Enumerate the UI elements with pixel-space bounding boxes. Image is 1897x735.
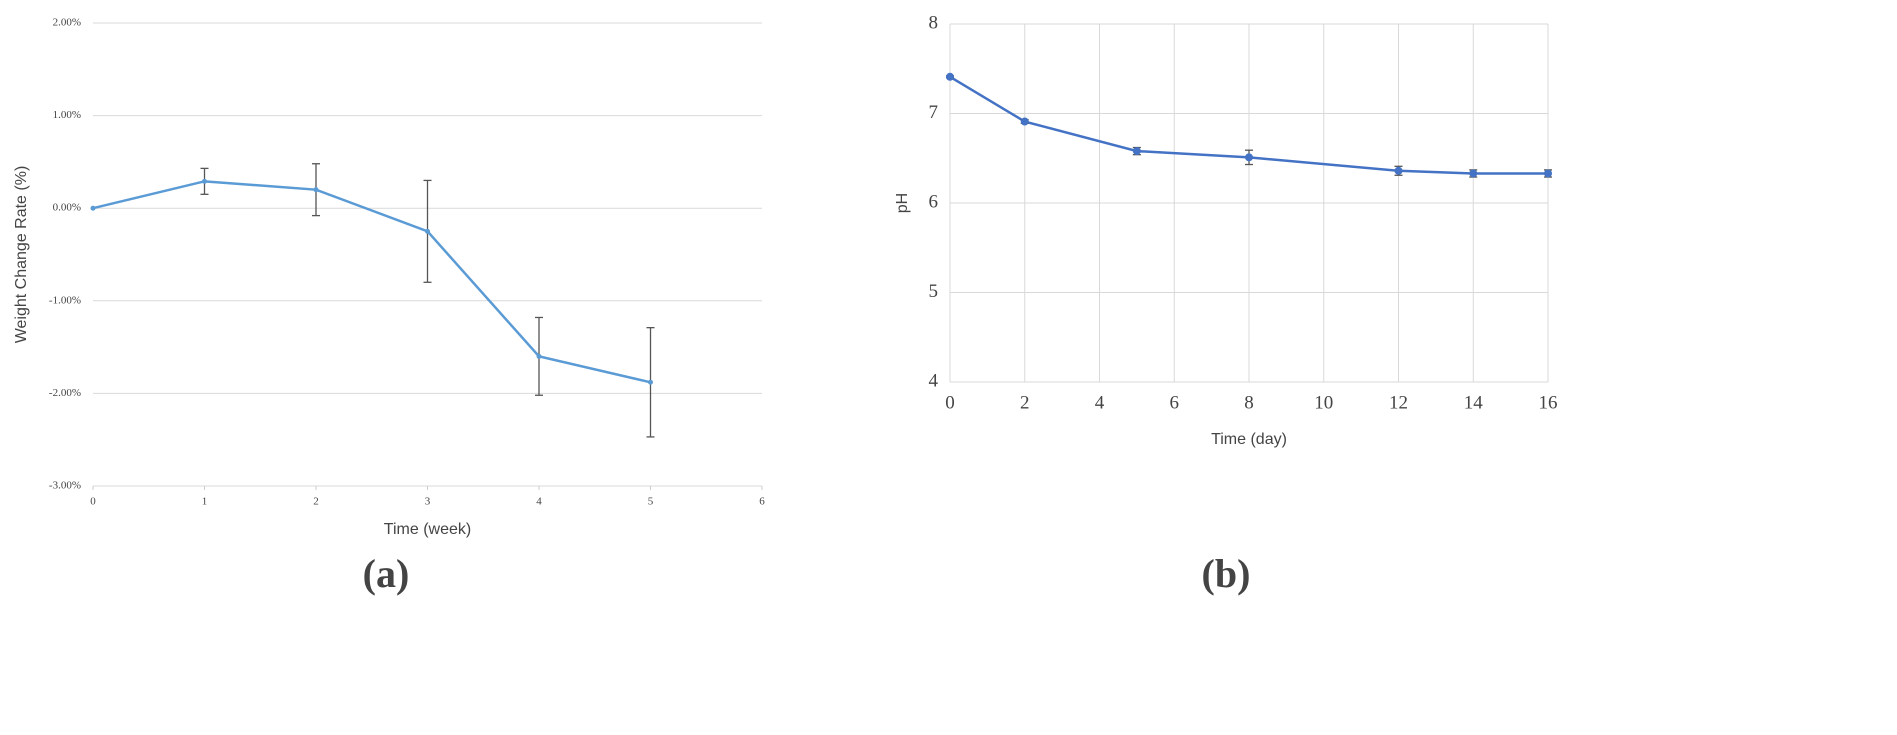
data-point xyxy=(202,178,207,184)
x-tick-label: 14 xyxy=(1464,392,1484,413)
y-tick-label: 1.00% xyxy=(53,109,81,121)
data-point xyxy=(1544,169,1552,178)
y-tick-label: 8 xyxy=(929,12,939,33)
y-tick-label: 6 xyxy=(929,191,939,212)
data-point xyxy=(425,228,430,234)
data-point xyxy=(536,353,542,359)
y-axis-title: Weight Change Rate (%) xyxy=(13,166,30,344)
y-tick-label: 0.00% xyxy=(53,202,81,214)
y-tick-label: -3.00% xyxy=(49,480,81,492)
y-tick-label: 2.00% xyxy=(53,17,81,29)
x-tick-label: 6 xyxy=(1170,392,1180,413)
y-tick-label: 4 xyxy=(929,370,939,391)
x-tick-label: 6 xyxy=(759,496,765,508)
x-tick-label: 10 xyxy=(1314,392,1333,413)
x-tick-label: 3 xyxy=(425,496,431,508)
data-point xyxy=(1245,153,1253,162)
x-tick-label: 5 xyxy=(648,496,654,508)
data-point xyxy=(90,205,96,211)
x-tick-label: 8 xyxy=(1244,392,1254,413)
x-tick-label: 2 xyxy=(1020,392,1030,413)
x-tick-label: 12 xyxy=(1389,392,1408,413)
x-tick-label: 1 xyxy=(202,496,208,508)
data-point xyxy=(648,379,653,385)
y-tick-label: -2.00% xyxy=(49,387,81,399)
data-point xyxy=(1132,147,1141,156)
data-point xyxy=(1394,166,1403,175)
x-tick-label: 16 xyxy=(1539,392,1558,413)
x-tick-label: 2 xyxy=(313,496,319,508)
x-axis-title: Time (week) xyxy=(384,521,471,538)
y-tick-label: -1.00% xyxy=(49,294,81,306)
x-tick-label: 4 xyxy=(536,496,542,508)
x-tick-label: 0 xyxy=(945,392,955,413)
data-point xyxy=(946,72,954,81)
x-axis-title: Time (day) xyxy=(1211,431,1287,448)
data-line xyxy=(92,180,651,384)
x-tick-label: 0 xyxy=(90,496,96,508)
y-axis-title: pH xyxy=(894,193,911,213)
data-point xyxy=(1020,117,1029,126)
x-tick-label: 4 xyxy=(1095,392,1105,413)
y-tick-label: 5 xyxy=(929,281,939,302)
y-tick-label: 7 xyxy=(929,102,939,123)
panel-label: (b) xyxy=(1202,551,1251,596)
panel-label: (a) xyxy=(363,551,410,596)
data-point xyxy=(1469,169,1478,178)
data-point xyxy=(313,187,319,193)
